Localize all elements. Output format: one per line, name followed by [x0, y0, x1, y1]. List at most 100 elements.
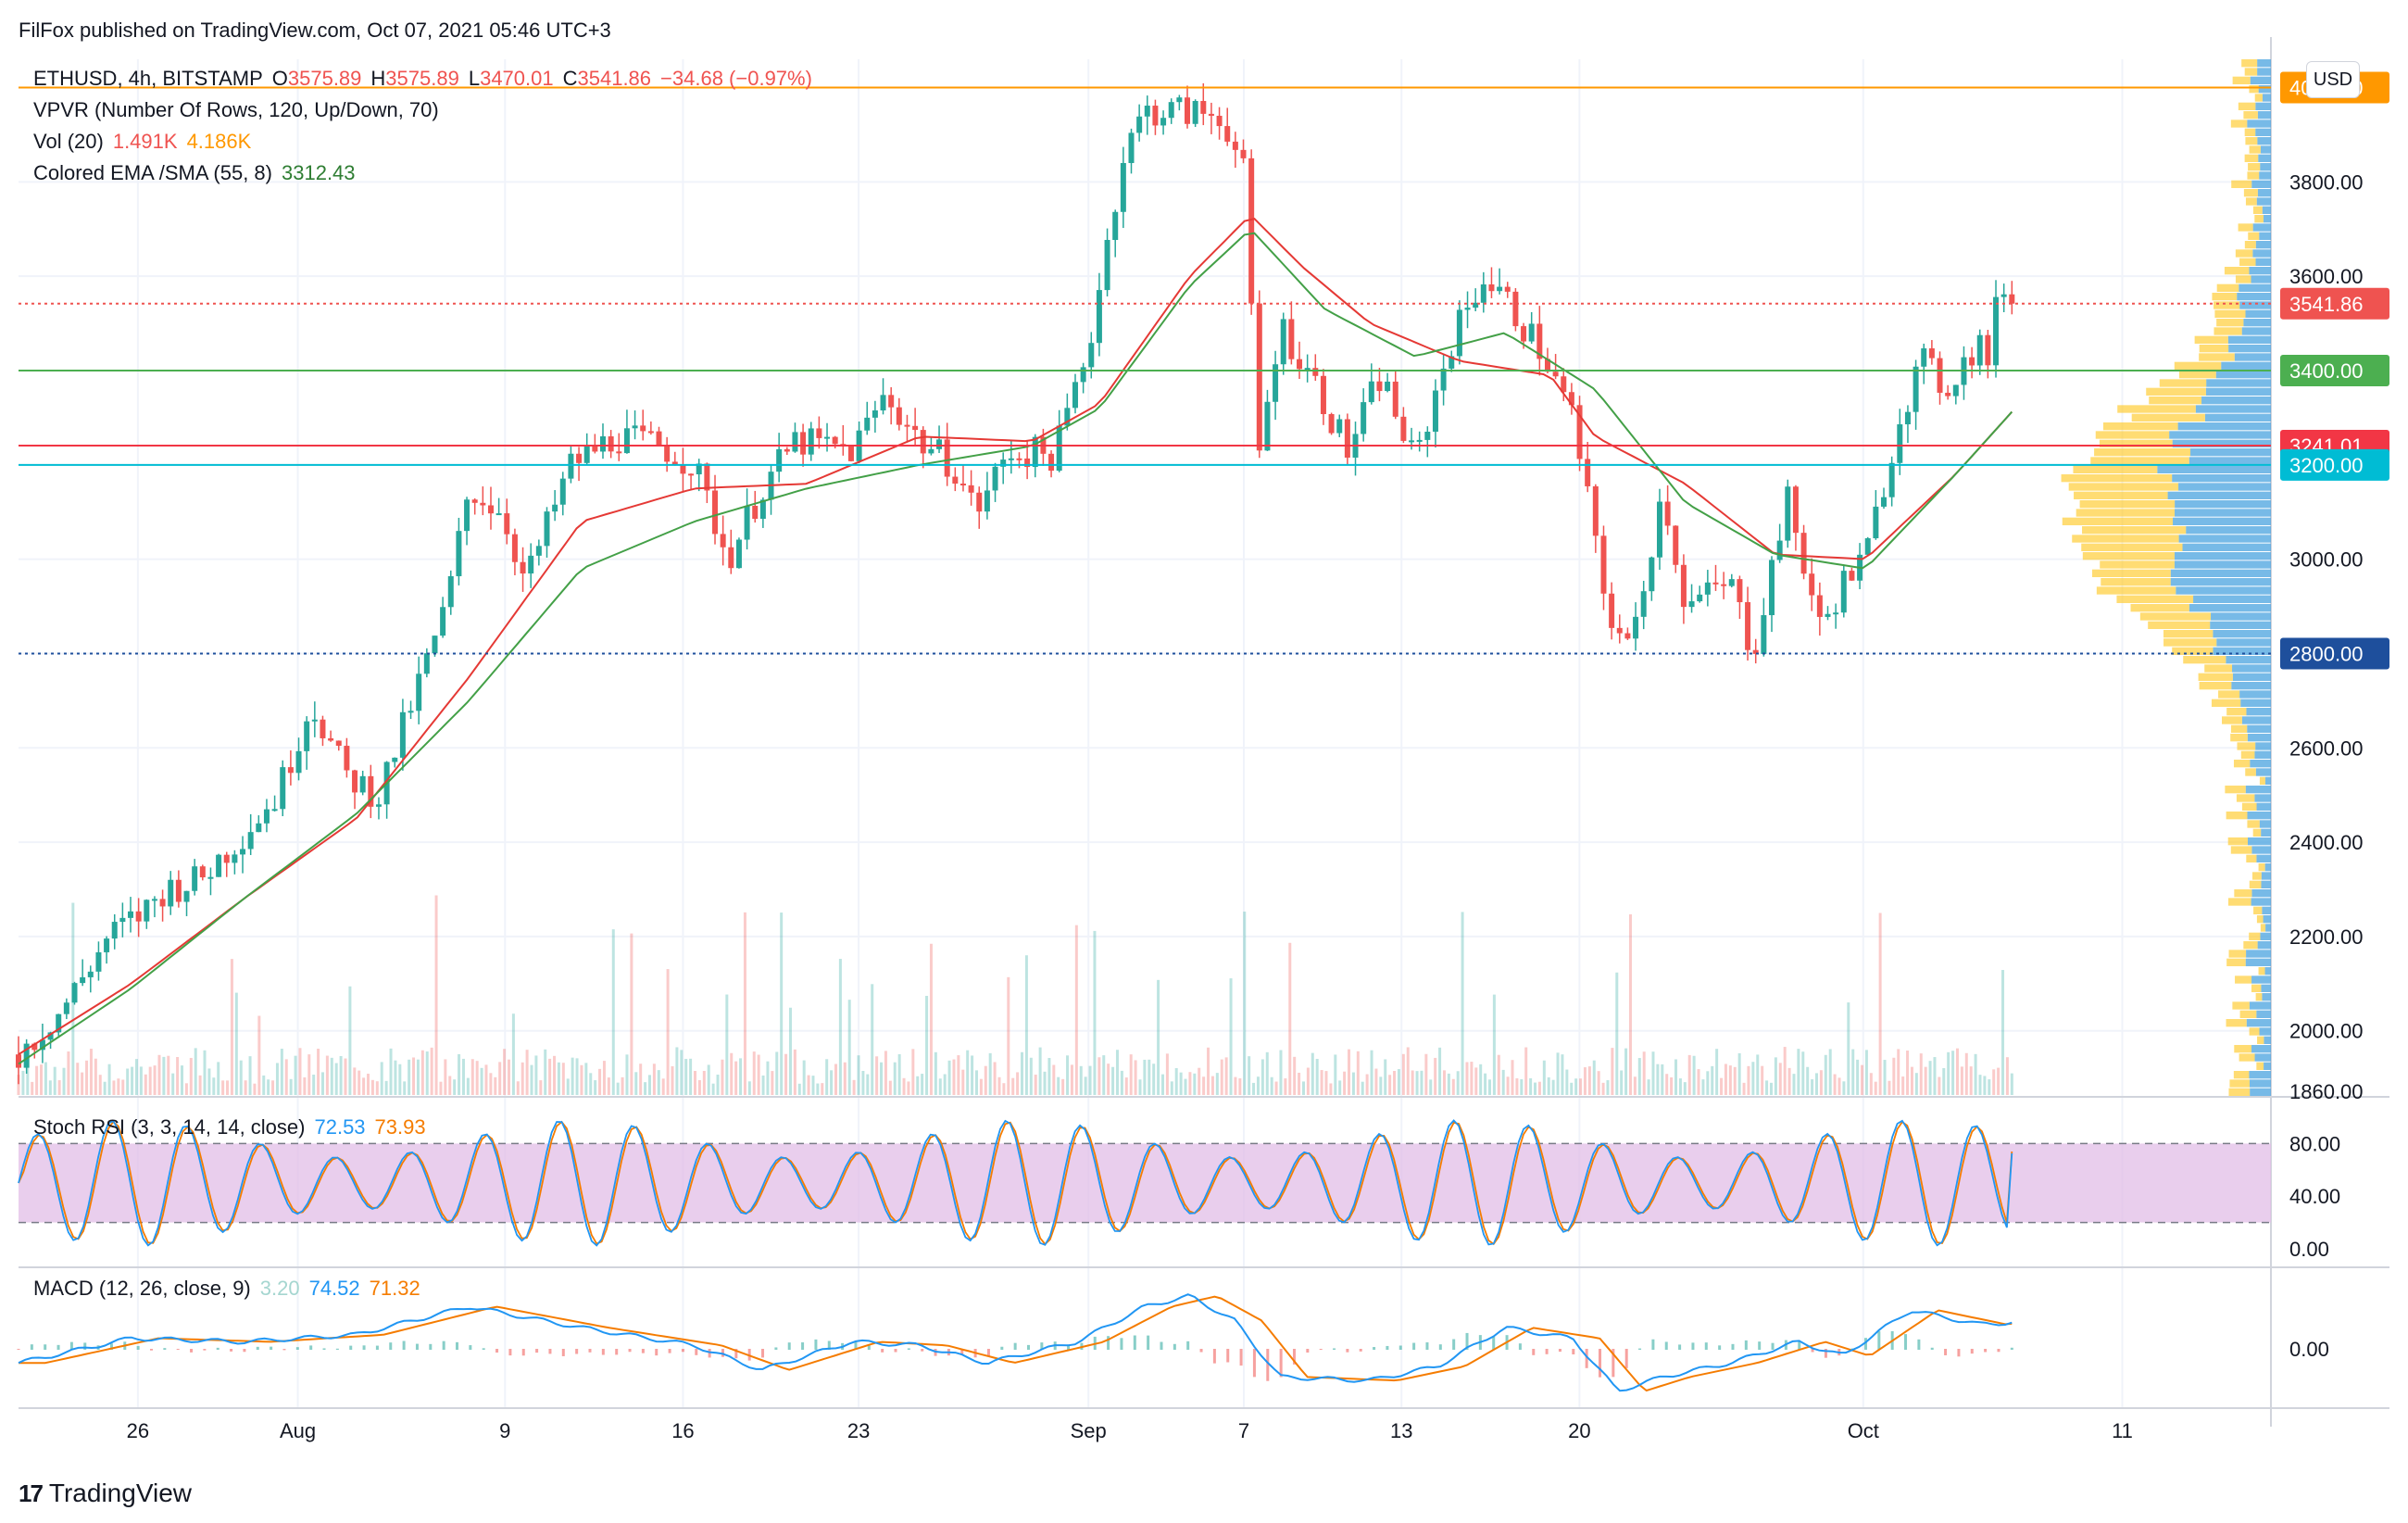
macd-hist-bar	[508, 1349, 512, 1356]
volume-bar	[494, 1076, 497, 1095]
volume-bar	[548, 1058, 552, 1095]
vpvr-bar-up	[2247, 724, 2271, 733]
volume-bar	[821, 1083, 824, 1095]
volume-bar	[203, 1050, 207, 1095]
vpvr-bar-down	[2244, 128, 2256, 136]
vpvr-bar-up	[2264, 1036, 2271, 1044]
volume-bar	[489, 1073, 493, 1095]
currency-button[interactable]: USD	[2306, 61, 2360, 98]
tradingview-logo[interactable]: 17 TradingView	[19, 1479, 192, 1508]
vpvr-bar-up	[2246, 708, 2271, 716]
volume-bar	[1597, 1071, 1600, 1095]
macd-hist-bar	[1452, 1339, 1456, 1350]
vpvr-bar-down	[2073, 465, 2158, 473]
volume-bar	[1338, 1080, 1342, 1095]
candle-body	[520, 561, 526, 574]
stoch-legend: Stoch RSI (3, 3, 14, 14, close) 72.53 73.9…	[33, 1115, 435, 1139]
volume-bar	[943, 1074, 947, 1095]
volume-bar	[1252, 1082, 1256, 1095]
vpvr-bar-up	[2247, 734, 2271, 742]
candle-body	[1864, 538, 1871, 555]
vpvr-bar-down	[2245, 768, 2256, 776]
stoch-d-value: 73.93	[374, 1115, 426, 1139]
time-tick-label: 13	[1390, 1419, 1412, 1442]
macd-hist-bar	[1651, 1339, 1655, 1350]
volume-bar	[17, 1075, 20, 1095]
macd-hist-bar	[1040, 1342, 1044, 1350]
volume-bar	[1179, 1072, 1183, 1095]
volume-bar	[1938, 1076, 1941, 1095]
volume-bar	[1234, 1076, 1237, 1095]
volume-bar	[1029, 1057, 1033, 1095]
vpvr-bar-down	[2199, 353, 2235, 361]
vpvr-bar-down	[2163, 630, 2214, 638]
vpvr-bar-up	[2177, 422, 2271, 431]
ema-label: Colored EMA /SMA (55, 8)	[33, 161, 272, 184]
volume-bar	[1043, 1071, 1047, 1095]
vpvr-bar-down	[2100, 560, 2175, 569]
volume-bar	[57, 1080, 61, 1095]
volume-bar	[1315, 1059, 1319, 1095]
macd-hist-bar	[1997, 1349, 2000, 1353]
volume-bar	[743, 912, 746, 1095]
candle-body	[1024, 458, 1031, 468]
volume-bar	[1052, 1064, 1056, 1095]
volume-bar	[707, 1064, 710, 1095]
volume-bar	[1429, 1079, 1433, 1095]
volume-bar	[1343, 1071, 1347, 1095]
macd-hist-bar	[1984, 1349, 1988, 1353]
volume-bar	[325, 1055, 329, 1095]
volume-bar	[1401, 1053, 1405, 1095]
macd-hist-bar	[1212, 1349, 1216, 1364]
volume-bar	[217, 1062, 220, 1095]
volume-bar	[26, 1053, 30, 1095]
macd-hist-bar	[1292, 1349, 1296, 1365]
volume-bar	[825, 1059, 829, 1095]
candle-body	[559, 478, 566, 505]
volume-bar	[838, 959, 842, 1095]
candle-body	[704, 463, 710, 491]
candle-body	[1969, 357, 1975, 366]
candle-body	[95, 951, 102, 972]
macd-hist-bar	[986, 1349, 990, 1357]
volume-bar	[1397, 1069, 1400, 1095]
volume-bar	[1579, 1078, 1583, 1095]
vpvr-bar-up	[2178, 483, 2271, 491]
candle-body	[504, 513, 510, 535]
macd-hist-bar	[190, 1349, 194, 1353]
volume-bar	[884, 1051, 887, 1095]
volume-bar	[176, 1057, 180, 1095]
volume-bar	[1678, 1078, 1682, 1095]
volume-bar	[1284, 1078, 1287, 1095]
volume-bar	[1120, 1070, 1123, 1095]
vpvr-bar-up	[2257, 111, 2271, 120]
candle-body	[759, 499, 766, 520]
volume-bar	[398, 1064, 402, 1095]
volume-bar	[1701, 1079, 1705, 1095]
vpvr-bar-up	[2175, 509, 2271, 517]
level-tag-text-3541.86: 3541.86	[2289, 293, 2364, 316]
volume-bar	[289, 1078, 293, 1095]
vpvr-bar-down	[2214, 309, 2246, 318]
vpvr-bar-down	[2139, 612, 2212, 621]
volume-bar	[394, 1060, 397, 1095]
candle-body	[1376, 381, 1383, 392]
volume-bar	[1170, 1081, 1173, 1095]
low-value: 3470.01	[480, 67, 554, 90]
vpvr-bar-down	[2091, 569, 2171, 577]
macd-hist-bar	[256, 1346, 259, 1350]
candle-body	[119, 917, 126, 923]
vpvr-bar-down	[2227, 898, 2251, 906]
volume-bar	[1088, 1065, 1092, 1095]
candle-body	[1385, 381, 1391, 392]
candle-body	[1576, 405, 1583, 459]
candle-body	[792, 432, 798, 452]
vpvr-bar-up	[2216, 638, 2271, 647]
volume-bar	[516, 1081, 520, 1095]
volume-bar	[303, 1076, 307, 1095]
candle-body	[688, 473, 695, 476]
vpvr-bar-up	[2175, 500, 2271, 509]
macd-hist-bar	[1373, 1347, 1376, 1350]
volume-bar	[1047, 1058, 1051, 1095]
